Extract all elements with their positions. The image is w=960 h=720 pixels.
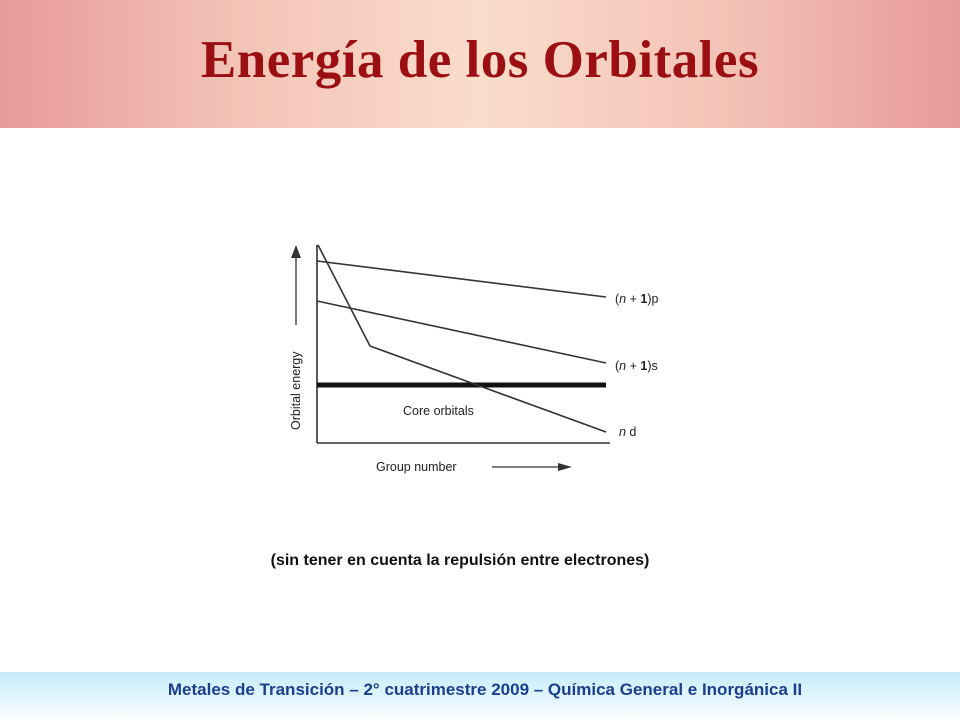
np1p-label: (n + 1)p — [615, 292, 659, 306]
core-orbitals-label: Core orbitals — [403, 404, 474, 418]
np1p-line — [316, 260, 607, 298]
y-axis-label: Orbital energy — [289, 351, 303, 430]
slide-title: Energía de los Orbitales — [200, 31, 760, 89]
np1s-label: (n + 1)s — [615, 359, 658, 373]
y-axis-arrow-head — [291, 245, 301, 258]
orbital-energy-diagram: Orbital energy Group number Core orbital… — [280, 225, 680, 490]
title-bar — [0, 0, 960, 128]
footer-text: Metales de Transición – 2° cuatrimestre … — [167, 680, 803, 699]
x-axis-label: Group number — [376, 460, 457, 474]
nd-label: n d — [619, 425, 636, 439]
np1s-line — [316, 300, 607, 364]
caption: (sin tener en cuenta la repulsión entre … — [270, 552, 650, 569]
footer-bar — [0, 672, 960, 720]
x-axis-arrow-head — [558, 463, 572, 471]
nd-line — [317, 244, 607, 433]
